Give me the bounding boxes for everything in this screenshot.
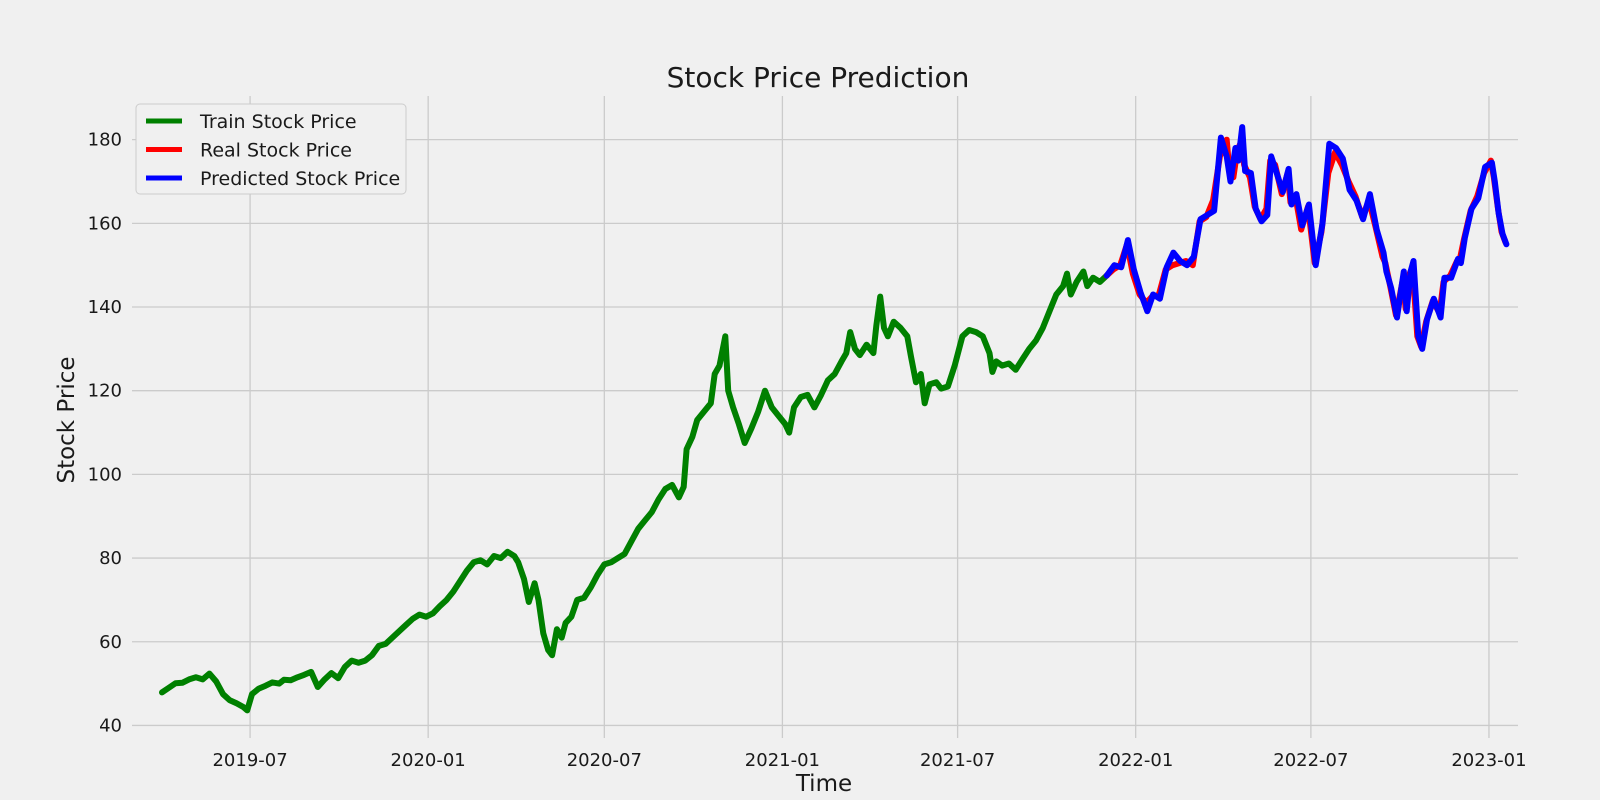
x-tick-label: 2022-07 <box>1273 750 1348 771</box>
x-tick-label: 2019-07 <box>212 750 287 771</box>
legend-label: Train Stock Price <box>199 111 357 133</box>
real-stock-price-line <box>1103 136 1509 350</box>
legend-box <box>135 103 407 195</box>
y-tick-label: 60 <box>99 632 122 653</box>
axis-ticks: 40 60 80 100 120 140 160 180 2019-07 2020-01 2020-… <box>88 130 1527 771</box>
train-stock-price-line <box>159 268 1110 714</box>
x-tick-label: 2020-01 <box>391 750 466 771</box>
x-axis-label: Time <box>795 771 852 797</box>
y-tick-label: 180 <box>88 130 122 151</box>
series-lines <box>159 124 1510 714</box>
x-tick-label: 2021-07 <box>920 750 995 771</box>
legend: Train Stock Price Real Stock Price Predict… <box>135 103 407 195</box>
x-tick-label: 2020-07 <box>567 750 642 771</box>
y-tick-label: 140 <box>88 297 122 318</box>
legend-label: Predicted Stock Price <box>200 168 400 190</box>
y-axis-label: Stock Price <box>54 356 80 483</box>
y-tick-label: 80 <box>99 548 122 569</box>
y-tick-label: 160 <box>88 213 122 234</box>
chart-title: Stock Price Prediction <box>667 61 970 94</box>
x-tick-label: 2021-01 <box>745 750 820 771</box>
predicted-stock-price-line <box>1103 124 1510 352</box>
y-tick-label: 40 <box>99 715 122 736</box>
legend-label: Real Stock Price <box>200 140 352 162</box>
x-tick-label: 2023-01 <box>1451 750 1526 771</box>
y-tick-label: 100 <box>88 464 122 485</box>
x-tick-label: 2022-01 <box>1098 750 1173 771</box>
y-tick-label: 120 <box>88 381 122 402</box>
